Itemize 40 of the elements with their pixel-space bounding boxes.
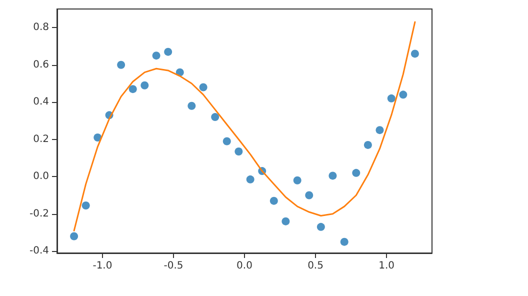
point [222,137,231,146]
point [270,196,278,205]
point [211,113,220,122]
y-tick-label: 0.6 [33,59,49,70]
point [94,134,102,142]
point [117,60,126,69]
point [128,85,137,94]
x-tick-label: -1.0 [92,260,112,272]
point [340,238,348,246]
line-series [73,21,416,232]
point [364,140,372,149]
point [234,147,243,156]
point [246,175,254,184]
point [140,81,149,90]
point [328,172,337,180]
point [352,168,360,177]
y-tick-label: -0.4 [29,246,49,257]
x-tick-label: -0.5 [164,260,184,272]
point [70,232,78,240]
x-tick-label: 0.5 [308,260,324,272]
point [199,83,208,92]
point [188,102,196,110]
point [410,50,419,58]
point [316,222,325,231]
y-tick-label: -0.2 [29,208,49,220]
x-tick-label: 1.0 [378,260,394,272]
y-tick-label: 0.2 [33,134,49,145]
point [399,90,408,99]
point [282,217,290,226]
point [387,94,396,102]
point [376,126,384,134]
y-tick-label: 0.0 [33,171,49,182]
point [305,191,314,200]
point [164,48,172,56]
x-tick-label: 0.0 [236,260,252,272]
point [82,202,90,210]
point [293,176,302,184]
y-tick-label: 0.4 [33,96,49,108]
y-tick-label: 0.8 [33,22,49,34]
point [152,52,160,60]
